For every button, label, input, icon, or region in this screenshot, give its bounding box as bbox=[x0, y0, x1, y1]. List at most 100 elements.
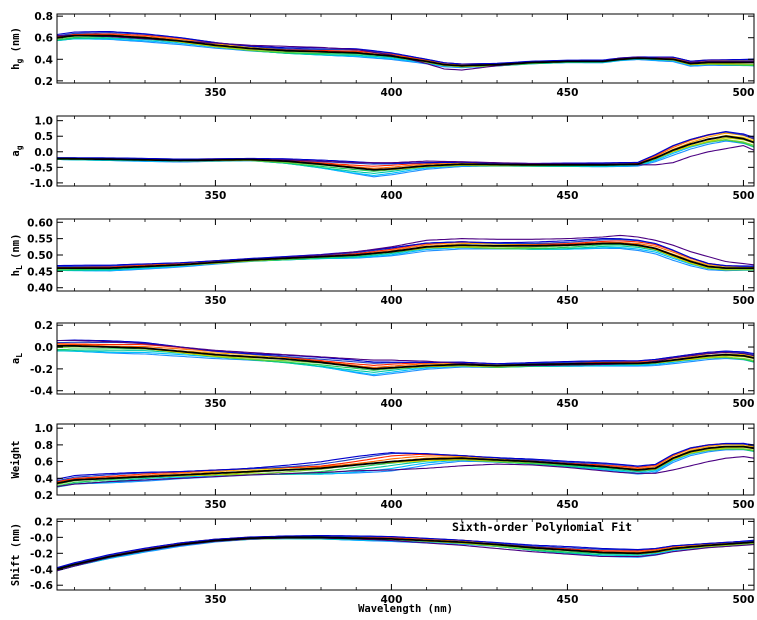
x-tick-label: 350 bbox=[204, 398, 226, 410]
y-tick-label: 1.0 bbox=[34, 116, 53, 128]
x-tick-label: 350 bbox=[204, 295, 226, 307]
series-line bbox=[57, 350, 754, 373]
y-tick-label: 0.4 bbox=[34, 54, 53, 66]
panel-4: 350 400 450 500 -0.4 -0.2 0.0 0.2 aL bbox=[10, 320, 755, 410]
series-line bbox=[57, 139, 754, 172]
x-tick-label: 400 bbox=[380, 87, 402, 99]
series-line bbox=[57, 241, 754, 269]
y-tick-label: 0.4 bbox=[34, 473, 53, 485]
series-line bbox=[57, 350, 754, 375]
x-tick-label: 350 bbox=[204, 499, 226, 511]
x-tick-label: 400 bbox=[380, 398, 402, 410]
series-line bbox=[57, 247, 754, 272]
y-axis-label: aL bbox=[10, 353, 24, 364]
x-tick-label: 350 bbox=[204, 190, 226, 202]
y-tick-label: 0.2 bbox=[34, 516, 53, 528]
series-line bbox=[57, 449, 754, 488]
y-tick-label: -0.4 bbox=[30, 564, 53, 576]
mean-series-line bbox=[57, 536, 754, 571]
series-group bbox=[57, 131, 754, 178]
series-line bbox=[57, 350, 754, 377]
y-tick-label: 0.60 bbox=[27, 217, 53, 229]
y-tick-label: 0.0 bbox=[34, 147, 53, 159]
plot-frame bbox=[56, 322, 755, 395]
series-line bbox=[57, 246, 754, 272]
y-tick-label: 0.8 bbox=[34, 440, 53, 452]
series-line bbox=[57, 538, 754, 572]
y-tick-label: 0.55 bbox=[27, 234, 53, 246]
plot-frame bbox=[56, 518, 755, 591]
y-tick-label: 0.6 bbox=[34, 457, 53, 469]
x-tick-label: 500 bbox=[732, 499, 754, 511]
x-tick-label: 500 bbox=[732, 398, 754, 410]
y-tick-label: -0.2 bbox=[30, 364, 53, 376]
x-tick-label: 500 bbox=[732, 295, 754, 307]
series-line bbox=[57, 535, 754, 569]
y-tick-label: 0.2 bbox=[34, 490, 53, 502]
y-axis-label: Weight bbox=[10, 441, 22, 479]
x-axis-label: Wavelength (nm) bbox=[358, 603, 453, 615]
x-tick-label: 450 bbox=[556, 594, 578, 606]
panel-6: 350 400 450 500 -0.6 -0.4 -0.2 -0.0 0.2 Shift (nm… bbox=[10, 516, 755, 615]
mean-series-line bbox=[57, 135, 754, 171]
x-tick-label: 500 bbox=[732, 594, 754, 606]
y-axis-label: ag bbox=[10, 145, 24, 156]
x-tick-label: 450 bbox=[556, 87, 578, 99]
panel-1: 350 400 450 500 0.2 0.4 0.6 0.8 hg (nm) bbox=[10, 11, 755, 99]
series-line bbox=[57, 442, 754, 480]
y-tick-label: -0.2 bbox=[30, 548, 53, 560]
plot-frame bbox=[56, 218, 755, 292]
x-tick-label: 350 bbox=[204, 594, 226, 606]
panel-5: 350 400 450 500 0.2 0.4 0.6 0.8 1.0 Weight bbox=[10, 423, 755, 511]
y-tick-label: 0.40 bbox=[27, 283, 53, 295]
x-tick-label: 500 bbox=[732, 190, 754, 202]
series-line bbox=[57, 238, 754, 267]
y-axis-label: hg (nm) bbox=[10, 27, 24, 70]
y-axis-label: Shift (nm) bbox=[10, 523, 22, 586]
mean-series-line bbox=[57, 242, 754, 269]
x-tick-label: 500 bbox=[732, 87, 754, 99]
plot-frame bbox=[56, 423, 755, 496]
series-line bbox=[57, 448, 754, 488]
x-tick-label: 350 bbox=[204, 87, 226, 99]
x-tick-label: 400 bbox=[380, 499, 402, 511]
series-group bbox=[57, 31, 754, 71]
y-tick-label: 0.50 bbox=[27, 250, 53, 262]
x-tick-label: 450 bbox=[556, 190, 578, 202]
series-line bbox=[57, 131, 754, 164]
x-tick-label: 400 bbox=[380, 594, 402, 606]
panel-2: 350 400 450 500 -1.0 -0.5 0.0 0.5 1.0 ag bbox=[10, 115, 755, 202]
x-tick-label: 400 bbox=[380, 190, 402, 202]
y-tick-label: -0.6 bbox=[30, 580, 53, 592]
series-line bbox=[57, 38, 754, 69]
y-tick-label: 0.8 bbox=[34, 11, 53, 23]
series-group bbox=[57, 339, 754, 377]
y-tick-label: 0.0 bbox=[34, 342, 53, 354]
series-line bbox=[57, 443, 754, 483]
y-axis-label: hL (nm) bbox=[10, 234, 24, 277]
y-tick-label: 0.45 bbox=[27, 266, 53, 278]
plot-annotation: Sixth-order Polynomial Fit bbox=[452, 520, 632, 534]
series-group bbox=[57, 535, 754, 572]
mean-series-line bbox=[57, 34, 754, 67]
y-tick-label: 0.6 bbox=[34, 33, 53, 45]
y-tick-label: -1.0 bbox=[30, 178, 53, 190]
mean-series-line bbox=[57, 345, 754, 370]
x-tick-label: 400 bbox=[380, 295, 402, 307]
y-tick-label: 1.0 bbox=[34, 423, 53, 435]
series-line bbox=[57, 538, 754, 572]
panels: 350 400 450 500 0.2 0.4 0.6 0.8 hg (nm) 350 400 450… bbox=[10, 11, 755, 615]
outlier-series-line bbox=[57, 456, 754, 488]
plot-frame bbox=[56, 13, 755, 84]
x-tick-label: 450 bbox=[556, 295, 578, 307]
y-tick-label: -0.0 bbox=[30, 532, 53, 544]
mean-series-line bbox=[57, 445, 754, 485]
series-group bbox=[57, 442, 754, 488]
y-tick-label: 0.2 bbox=[34, 76, 53, 88]
y-tick-label: 0.5 bbox=[34, 131, 53, 143]
x-tick-label: 450 bbox=[556, 398, 578, 410]
plot-frame bbox=[56, 115, 755, 187]
x-tick-label: 450 bbox=[556, 499, 578, 511]
